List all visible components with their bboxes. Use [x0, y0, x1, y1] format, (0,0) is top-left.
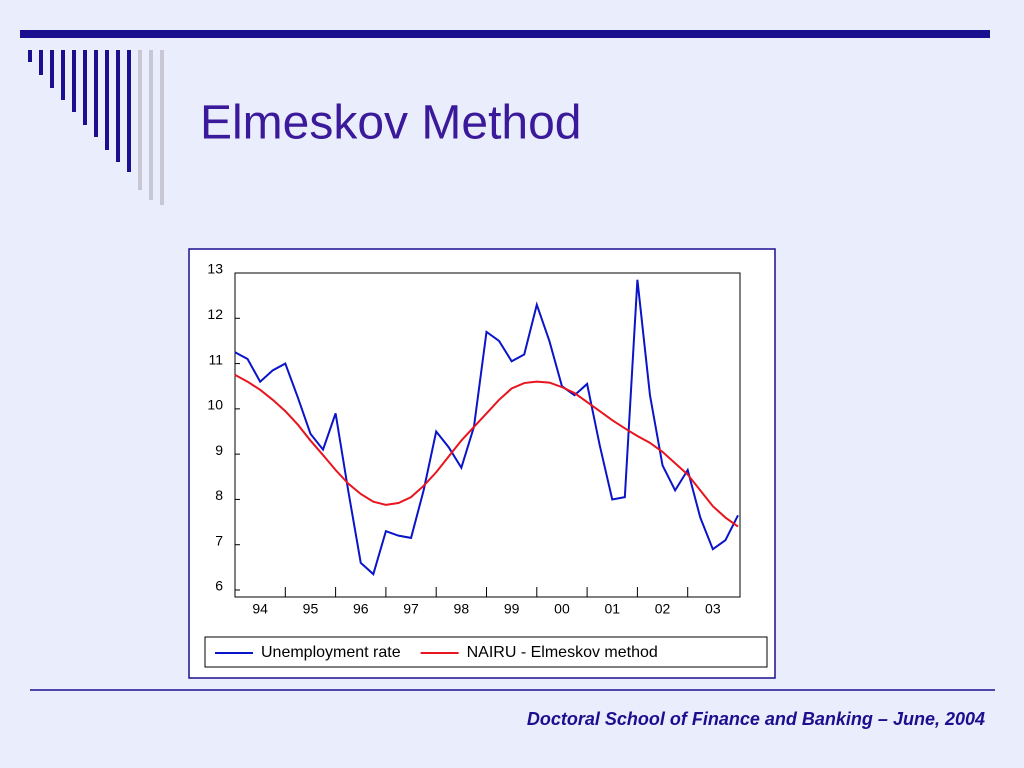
- y-tick-label: 6: [215, 578, 223, 594]
- slide-title: Elmeskov Method: [200, 97, 582, 150]
- x-tick-label: 03: [705, 601, 721, 617]
- y-tick-label: 8: [215, 487, 223, 503]
- decoration: [28, 50, 164, 205]
- footer: Doctoral School of Finance and Banking –…: [527, 709, 985, 729]
- x-tick-label: 94: [252, 601, 268, 617]
- x-tick-label: 96: [353, 601, 369, 617]
- x-tick-label: 95: [303, 601, 319, 617]
- x-tick-label: 01: [604, 601, 620, 617]
- legend-label: NAIRU - Elmeskov method: [467, 644, 658, 661]
- x-tick-label: 97: [403, 601, 419, 617]
- y-tick-label: 7: [215, 532, 223, 548]
- y-tick-label: 11: [208, 351, 223, 367]
- y-tick-label: 10: [207, 397, 223, 413]
- y-tick-label: 9: [215, 442, 223, 458]
- x-tick-label: 99: [504, 601, 520, 617]
- x-tick-label: 02: [655, 601, 671, 617]
- series-line: [234, 279, 739, 576]
- series-line: [234, 374, 739, 528]
- x-tick-label: 98: [454, 601, 470, 617]
- y-tick-label: 12: [207, 306, 223, 322]
- y-tick-label: 13: [207, 261, 223, 277]
- chart: 6 7 8 9 10 11 12 13 94 95 96 97 98 99 00 01 02 03 Unemploy…: [204, 261, 768, 668]
- legend-box: [204, 636, 768, 668]
- plot-frame: [234, 272, 741, 598]
- top-bar: [20, 30, 990, 38]
- legend-label: Unemployment rate: [261, 644, 401, 661]
- x-tick-label: 00: [554, 601, 570, 617]
- chart-box: [188, 248, 776, 679]
